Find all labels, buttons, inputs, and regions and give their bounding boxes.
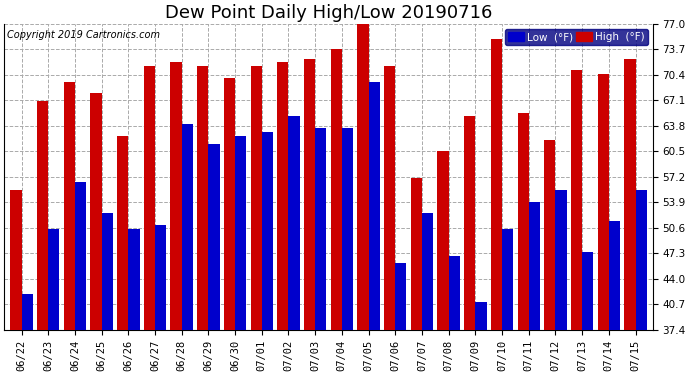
Bar [48,229,59,375]
Bar [262,132,273,375]
Bar [155,225,166,375]
Bar [555,190,566,375]
Bar [582,252,593,375]
Bar [624,58,635,375]
Bar [422,213,433,375]
Bar [63,82,75,375]
Bar [598,74,609,375]
Bar [384,66,395,375]
Bar [571,70,582,375]
Bar [170,62,181,375]
Bar [437,151,448,375]
Bar [502,229,513,375]
Bar [635,190,647,375]
Bar [544,140,555,375]
Legend: Low  (°F), High  (°F): Low (°F), High (°F) [505,29,648,45]
Bar [235,136,246,375]
Bar [101,213,113,375]
Bar [277,62,288,375]
Bar [368,82,380,375]
Bar [395,263,406,375]
Bar [181,124,193,375]
Bar [491,39,502,375]
Bar [357,24,368,375]
Text: Copyright 2019 Cartronics.com: Copyright 2019 Cartronics.com [8,30,160,40]
Bar [288,117,299,375]
Bar [609,221,620,375]
Bar [250,66,262,375]
Bar [128,229,139,375]
Bar [304,58,315,375]
Bar [197,66,208,375]
Bar [10,190,21,375]
Bar [448,256,460,375]
Bar [37,101,48,375]
Bar [208,144,219,375]
Bar [117,136,128,375]
Bar [342,128,353,375]
Bar [21,294,32,375]
Bar [315,128,326,375]
Bar [75,182,86,375]
Bar [475,302,486,375]
Bar [331,49,342,375]
Title: Dew Point Daily High/Low 20190716: Dew Point Daily High/Low 20190716 [165,4,492,22]
Bar [411,178,422,375]
Bar [518,112,529,375]
Bar [144,66,155,375]
Bar [464,117,475,375]
Bar [90,93,101,375]
Bar [529,201,540,375]
Bar [224,78,235,375]
